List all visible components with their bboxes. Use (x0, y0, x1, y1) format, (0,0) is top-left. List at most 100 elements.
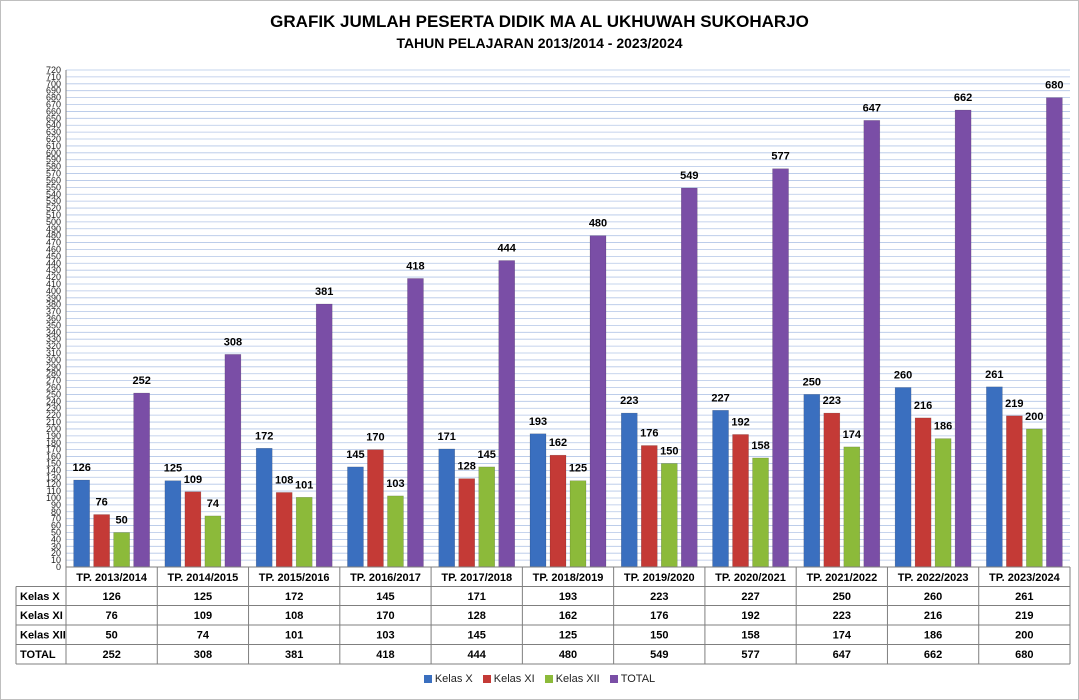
data-label: 252 (132, 375, 150, 387)
bar (407, 278, 424, 568)
legend-label: Kelas XI (493, 673, 535, 685)
table-cell: 223 (833, 610, 851, 622)
y-tick-label: 400 (46, 286, 61, 296)
bar (367, 449, 384, 568)
y-tick-label: 130 (46, 472, 61, 482)
bar (255, 448, 273, 568)
data-label: 662 (954, 92, 972, 104)
y-tick-label: 580 (46, 162, 61, 172)
data-label: 216 (914, 400, 932, 412)
bar (712, 410, 729, 568)
table-cell: 145 (468, 630, 486, 642)
data-label: 103 (386, 478, 404, 490)
y-tick-label: 420 (46, 272, 61, 282)
y-tick-label: 110 (47, 486, 61, 496)
data-label: 76 (96, 497, 108, 509)
table-cell: 162 (559, 610, 577, 622)
y-tick-label: 590 (46, 155, 61, 165)
data-label: 176 (640, 428, 658, 440)
y-tick-label: 30 (51, 541, 61, 551)
y-tick-label: 0 (56, 562, 61, 572)
y-tick-label: 290 (46, 362, 61, 372)
table-cell: 170 (376, 610, 394, 622)
legend-label: TOTAL (620, 673, 656, 685)
bar (803, 394, 821, 568)
legend-item: Kelas X (423, 673, 473, 685)
data-label: 128 (458, 461, 476, 473)
y-tick-label: 310 (46, 348, 61, 358)
y-tick-label: 720 (46, 65, 61, 75)
y-tick-label: 170 (46, 445, 61, 455)
x-tick-label: TP. 2013/2014 (76, 572, 148, 584)
y-tick-label: 370 (46, 307, 61, 317)
table-cell: 76 (106, 610, 118, 622)
y-tick-label: 630 (46, 127, 61, 137)
bar (184, 491, 202, 568)
bar (315, 303, 333, 568)
bar (569, 480, 587, 568)
table-cell: 647 (833, 649, 851, 661)
data-label: 193 (529, 416, 547, 428)
data-label: 223 (823, 395, 841, 407)
data-label: 126 (72, 462, 90, 474)
bar (843, 446, 861, 568)
bar (752, 457, 769, 568)
chart-subtitle: TAHUN PELAJARAN 2013/2014 - 2023/2024 (396, 35, 683, 51)
data-label: 162 (549, 437, 567, 449)
y-tick-label: 220 (46, 410, 61, 420)
table-cell: 227 (741, 591, 759, 603)
y-tick-label: 360 (46, 314, 61, 324)
bar (295, 497, 313, 568)
bar (934, 438, 952, 568)
bar (93, 514, 110, 568)
table-row-label: Kelas XI (20, 610, 63, 622)
table-cell: 223 (650, 591, 668, 603)
bar (133, 392, 150, 568)
bar (772, 168, 789, 568)
y-tick-label: 650 (46, 113, 61, 123)
y-tick-label: 520 (46, 203, 61, 213)
y-tick-label: 670 (46, 100, 61, 110)
table-row-label: TOTAL (20, 649, 56, 661)
bar (863, 120, 881, 568)
y-tick-label: 460 (46, 244, 61, 254)
table-cell: 125 (194, 591, 212, 603)
bar (661, 463, 678, 568)
bar (275, 492, 293, 568)
bar (498, 260, 515, 568)
table-cell: 680 (1015, 649, 1033, 661)
x-tick-label: TP. 2020/2021 (715, 572, 786, 584)
x-tick-label: TP. 2023/2024 (989, 572, 1061, 584)
bar (732, 434, 749, 568)
table-cell: 260 (924, 591, 942, 603)
data-label: 480 (589, 218, 607, 230)
data-label: 192 (731, 416, 749, 428)
y-tick-label: 490 (46, 224, 61, 234)
y-tick-label: 430 (46, 265, 61, 275)
y-tick-label: 270 (46, 376, 61, 386)
x-tick-label: TP. 2014/2015 (168, 572, 239, 584)
y-tick-label: 640 (46, 120, 61, 130)
table-cell: 219 (1015, 610, 1033, 622)
y-tick-label: 340 (46, 327, 61, 337)
legend-item: Kelas XI (482, 673, 535, 685)
data-label: 171 (438, 431, 456, 443)
bar (113, 532, 130, 568)
table-cell: 103 (376, 630, 394, 642)
data-label: 158 (751, 440, 769, 452)
data-label: 223 (620, 395, 638, 407)
y-tick-label: 710 (46, 72, 61, 82)
x-tick-label: TP. 2019/2020 (624, 572, 695, 584)
y-tick-label: 600 (46, 148, 61, 158)
table-cell: 171 (468, 591, 486, 603)
bar (914, 417, 932, 568)
y-tick-label: 610 (46, 141, 61, 151)
y-tick-label: 300 (46, 355, 61, 365)
table-cell: 186 (924, 630, 942, 642)
data-label: 444 (498, 243, 517, 255)
y-tick-label: 260 (46, 383, 61, 393)
data-label: 145 (346, 449, 364, 461)
y-tick-label: 500 (46, 217, 61, 227)
table-cell: 200 (1015, 630, 1033, 642)
